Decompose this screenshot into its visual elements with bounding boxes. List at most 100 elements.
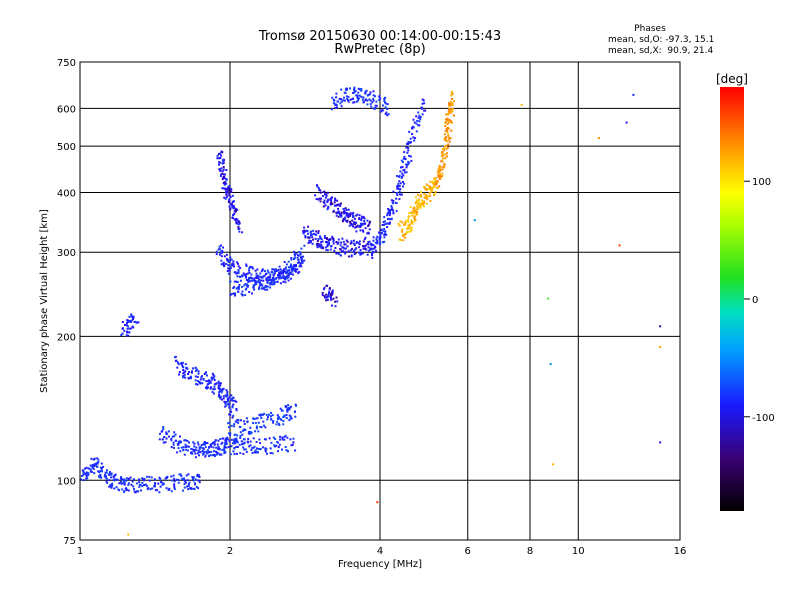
data-point — [187, 488, 190, 491]
data-point — [95, 464, 98, 467]
data-point — [217, 380, 220, 383]
data-point — [398, 190, 401, 193]
data-point — [117, 488, 120, 491]
data-point — [289, 265, 292, 268]
data-point — [290, 263, 292, 266]
data-point — [126, 327, 129, 330]
data-point — [383, 100, 386, 102]
data-point — [138, 478, 141, 481]
data-point — [235, 445, 238, 448]
data-point — [415, 130, 418, 133]
data-point — [300, 265, 303, 268]
data-point — [121, 332, 124, 335]
data-point — [243, 420, 246, 423]
data-point — [262, 287, 265, 290]
data-point — [370, 248, 373, 251]
data-point — [219, 157, 222, 159]
data-point — [197, 479, 200, 482]
data-point — [115, 486, 118, 489]
data-point — [279, 268, 282, 271]
data-point — [340, 214, 343, 217]
data-point — [185, 448, 188, 451]
data-point — [450, 98, 453, 100]
data-point — [415, 122, 418, 125]
data-point — [197, 487, 200, 490]
data-point — [241, 294, 244, 297]
data-point — [227, 400, 229, 403]
data-point — [132, 318, 134, 321]
data-point — [246, 279, 248, 281]
data-point — [353, 101, 356, 104]
data-point — [127, 334, 130, 337]
data-point — [279, 275, 282, 278]
data-point — [286, 271, 289, 274]
data-point — [345, 95, 348, 98]
data-point — [238, 443, 241, 446]
data-point — [158, 491, 161, 494]
data-point — [248, 269, 250, 272]
data-point — [245, 450, 248, 453]
data-point — [293, 250, 295, 253]
data-point — [194, 483, 197, 486]
data-point — [227, 432, 230, 435]
data-point — [364, 227, 367, 230]
data-point — [233, 206, 235, 209]
data-point — [113, 487, 116, 490]
data-point — [237, 287, 240, 290]
data-point — [254, 421, 257, 424]
data-point — [132, 315, 135, 318]
data-point — [443, 162, 446, 165]
data-point — [225, 182, 228, 185]
data-point — [450, 111, 452, 114]
data-point — [260, 287, 263, 290]
data-point — [248, 445, 251, 448]
data-point — [343, 243, 346, 246]
data-point — [223, 446, 226, 449]
data-point — [356, 225, 359, 228]
data-point — [315, 198, 318, 200]
data-point — [401, 221, 404, 224]
data-point — [221, 178, 224, 181]
data-point — [411, 127, 414, 130]
data-point — [270, 280, 273, 283]
data-point — [448, 111, 451, 114]
data-point — [199, 378, 202, 381]
data-point — [418, 204, 421, 207]
data-point — [346, 98, 349, 100]
data-point — [229, 190, 232, 193]
data-point — [192, 441, 195, 444]
data-point — [443, 164, 446, 167]
data-point — [286, 436, 289, 439]
data-point — [244, 288, 247, 291]
data-point — [383, 240, 386, 243]
data-point — [371, 254, 373, 257]
data-point — [287, 272, 290, 275]
data-point — [105, 469, 108, 472]
data-point — [233, 399, 236, 402]
data-point — [228, 404, 231, 407]
data-point — [447, 119, 450, 122]
data-point — [217, 445, 220, 448]
data-point — [352, 215, 355, 217]
data-point — [292, 273, 294, 276]
data-point — [298, 251, 301, 253]
data-point — [260, 283, 263, 286]
data-point — [214, 450, 217, 453]
data-point — [357, 242, 360, 245]
data-point — [260, 279, 263, 282]
data-point — [392, 209, 395, 212]
data-point — [632, 93, 635, 96]
data-point — [232, 399, 235, 402]
data-point — [141, 485, 144, 488]
data-point — [334, 199, 337, 202]
data-point — [145, 483, 147, 486]
data-point — [355, 221, 357, 224]
data-point — [132, 485, 135, 488]
data-point — [334, 106, 337, 109]
data-point — [174, 433, 177, 436]
data-point — [236, 441, 239, 444]
data-point — [298, 254, 301, 257]
data-point — [366, 94, 369, 97]
data-point — [358, 246, 361, 249]
data-point — [89, 470, 92, 473]
